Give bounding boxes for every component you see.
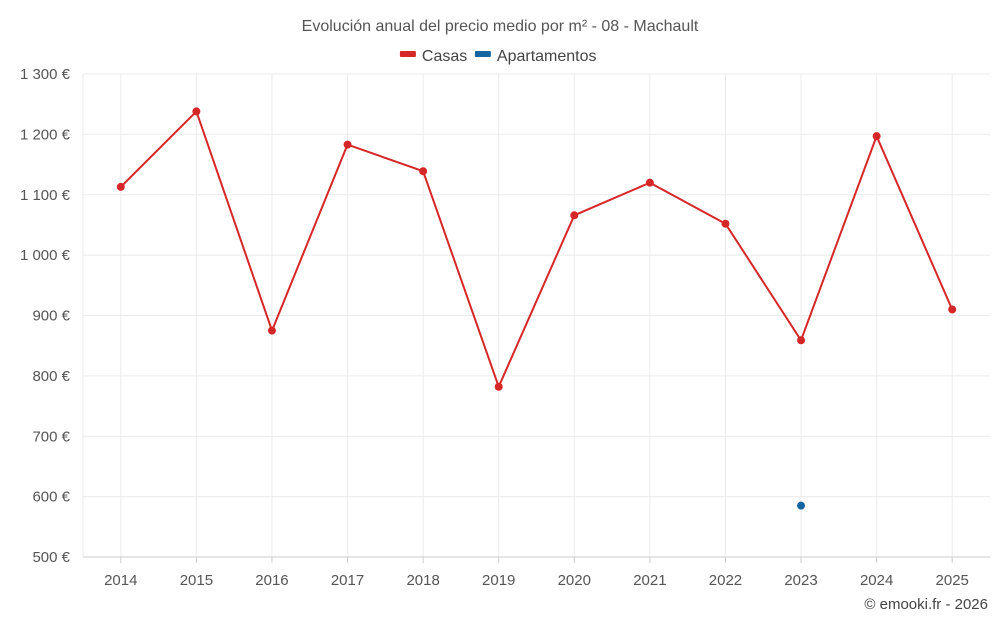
legend-swatch [399,51,416,57]
series-layer [116,107,957,510]
legend-label: Casas [422,48,467,65]
y-tick-label: 800 € [32,368,70,385]
data-point-casas[interactable] [116,182,125,191]
data-point-casas[interactable] [948,305,957,314]
data-point-casas[interactable] [419,167,428,176]
series-line-casas [120,109,954,390]
x-tick-label: 2021 [633,572,666,589]
x-tick-label: 2015 [180,572,213,589]
y-tick-label: 600 € [32,489,70,506]
data-point-casas[interactable] [721,219,730,228]
grid [82,73,990,557]
legend-swatch [474,51,491,57]
y-tick-label: 700 € [32,428,70,445]
data-point-casas[interactable] [872,132,881,141]
legend-item-casas[interactable]: Casas [399,48,467,65]
y-tick-label: 500 € [32,549,70,566]
x-tick-label: 2018 [406,572,439,589]
x-axis: 2014 2015 2016 2017 2018 2019 2020 2021 2022 2023… [83,556,990,589]
x-tick-label: 2020 [558,572,591,589]
y-tick-label: 900 € [32,308,70,325]
data-point-casas[interactable] [192,107,201,116]
x-tick-label: 2022 [709,572,742,589]
data-point-apartamentos[interactable] [797,501,806,510]
y-tick-label: 1 100 € [20,187,71,204]
legend-label: Apartamentos [497,48,597,65]
data-point-casas[interactable] [267,326,276,335]
data-point-casas[interactable] [494,382,503,391]
chart-title: Evolución anual del precio medio por m² … [302,18,699,35]
data-point-casas[interactable] [797,336,806,345]
data-point-casas[interactable] [645,178,654,187]
x-tick-label: 2016 [255,572,288,589]
legend-item-apartamentos[interactable]: Apartamentos [474,48,597,65]
x-tick-label: 2024 [860,572,893,589]
y-axis: 500 € 600 € 700 € 800 € 900 € 1 000 € 1 100 € 1… [20,66,71,566]
legend[interactable]: Casas Apartamentos [399,48,597,65]
data-point-casas[interactable] [570,211,579,220]
x-tick-label: 2025 [936,572,969,589]
y-tick-label: 1 000 € [20,247,71,264]
y-tick-label: 1 200 € [20,126,71,143]
x-tick-label: 2014 [104,572,137,589]
x-tick-label: 2019 [482,572,515,589]
credit-text: © emooki.fr - 2026 [864,596,988,613]
x-tick-label: 2023 [784,572,817,589]
x-tick-label: 2017 [331,572,364,589]
data-point-casas[interactable] [343,140,352,149]
y-tick-label: 1 300 € [20,66,71,83]
